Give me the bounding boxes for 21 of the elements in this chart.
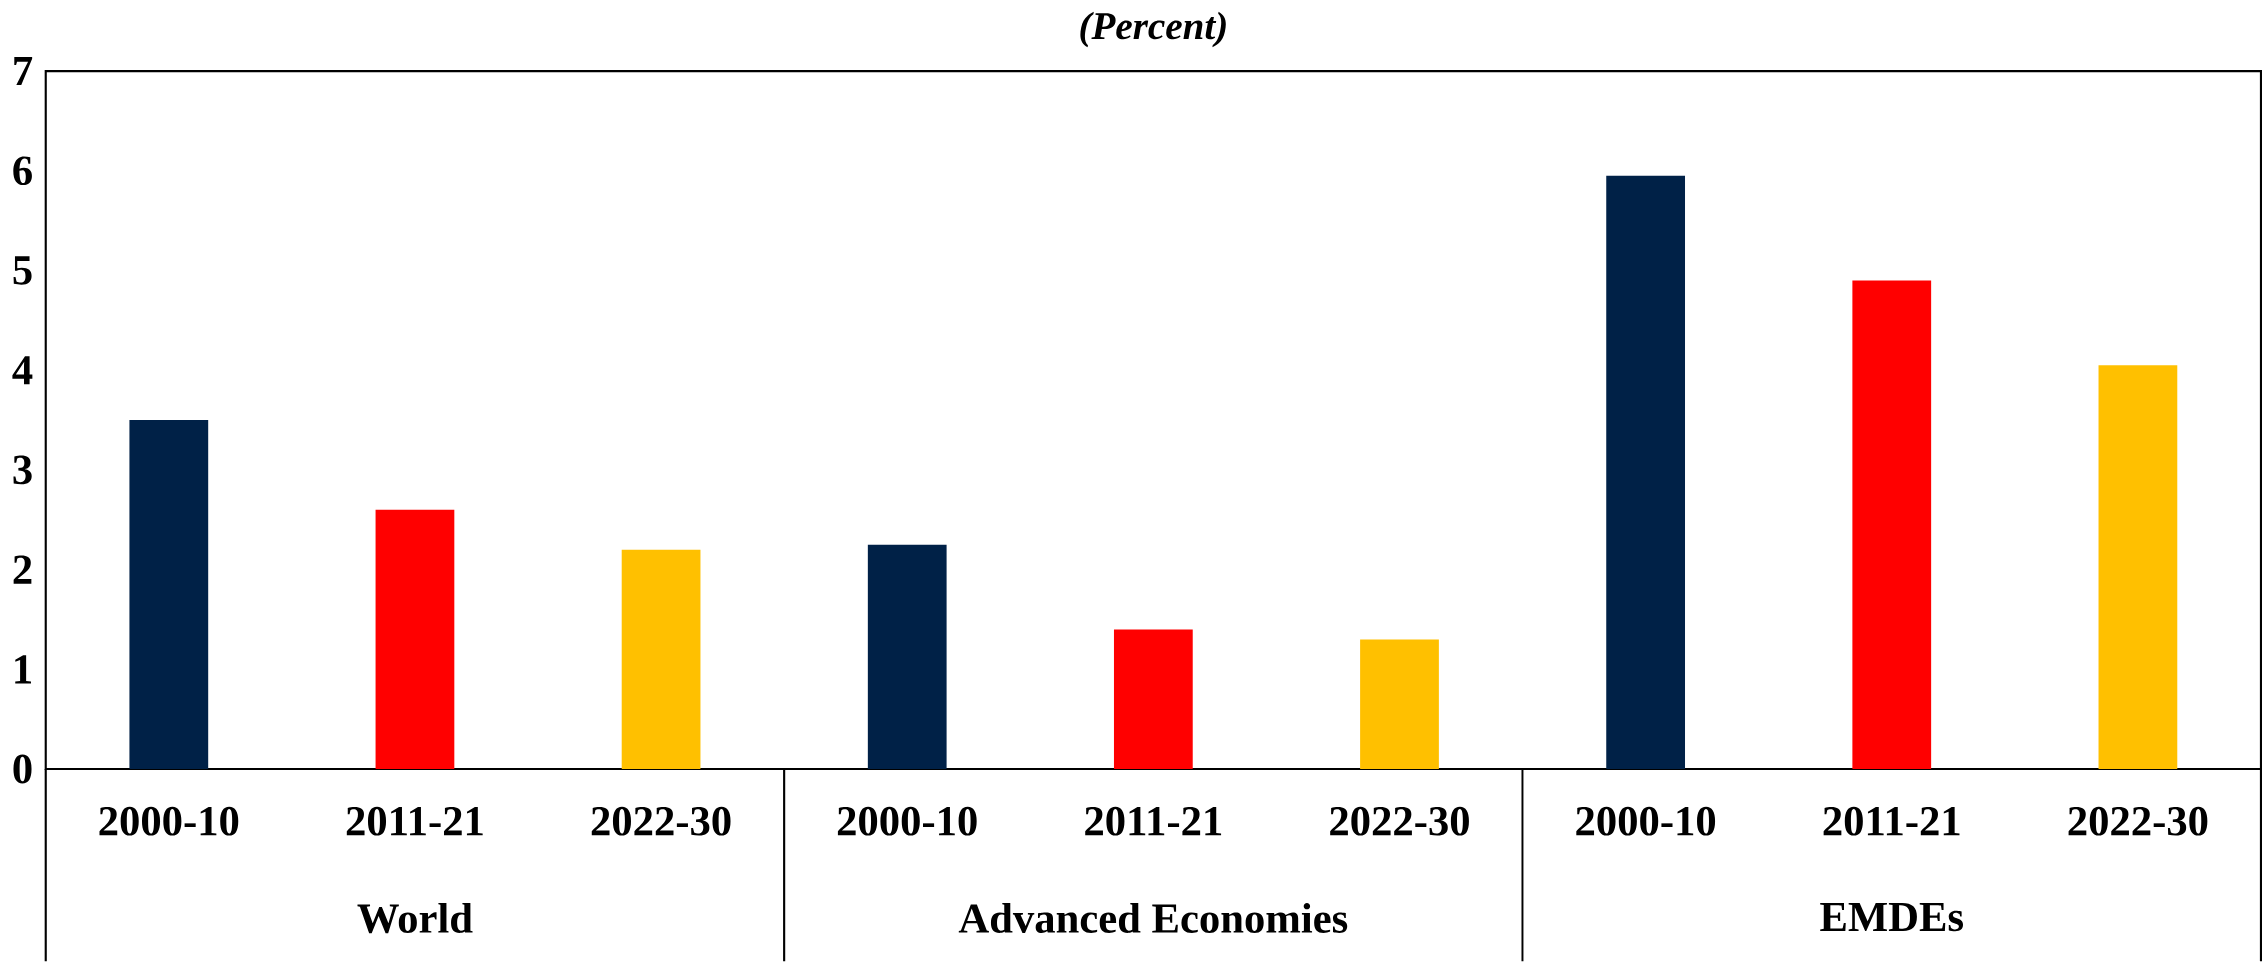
y-tick-label: 7 bbox=[14, 56, 33, 85]
x-tick-label: 2022-30 bbox=[591, 806, 731, 836]
chart-title: (Percent) bbox=[1080, 11, 1226, 48]
x-tick-label: 2022-30 bbox=[1330, 806, 1469, 836]
y-tick-label: 0 bbox=[13, 754, 32, 784]
y-tick-label: 2 bbox=[13, 555, 32, 584]
x-tick-label: 2011-21 bbox=[1085, 806, 1222, 836]
y-tick-label: 4 bbox=[12, 356, 33, 385]
y-tick-label: 1 bbox=[15, 655, 31, 684]
x-tick-label: 2000-10 bbox=[1576, 806, 1716, 836]
text: EMDEs bbox=[1820, 902, 1964, 932]
x-tick-label: 2011-21 bbox=[1823, 806, 1960, 836]
text: Advanced Economies bbox=[958, 902, 1348, 933]
y-tick-label: 3 bbox=[13, 455, 32, 485]
y-tick-label: 5 bbox=[13, 256, 32, 285]
x-tick-label: 2022-30 bbox=[2068, 806, 2208, 836]
text: World bbox=[357, 902, 473, 934]
x-tick-label: 2011-21 bbox=[346, 806, 483, 836]
y-tick-label: 6 bbox=[13, 156, 32, 185]
x-tick-label: 2000-10 bbox=[99, 806, 239, 836]
x-tick-label: 2000-10 bbox=[837, 806, 977, 836]
